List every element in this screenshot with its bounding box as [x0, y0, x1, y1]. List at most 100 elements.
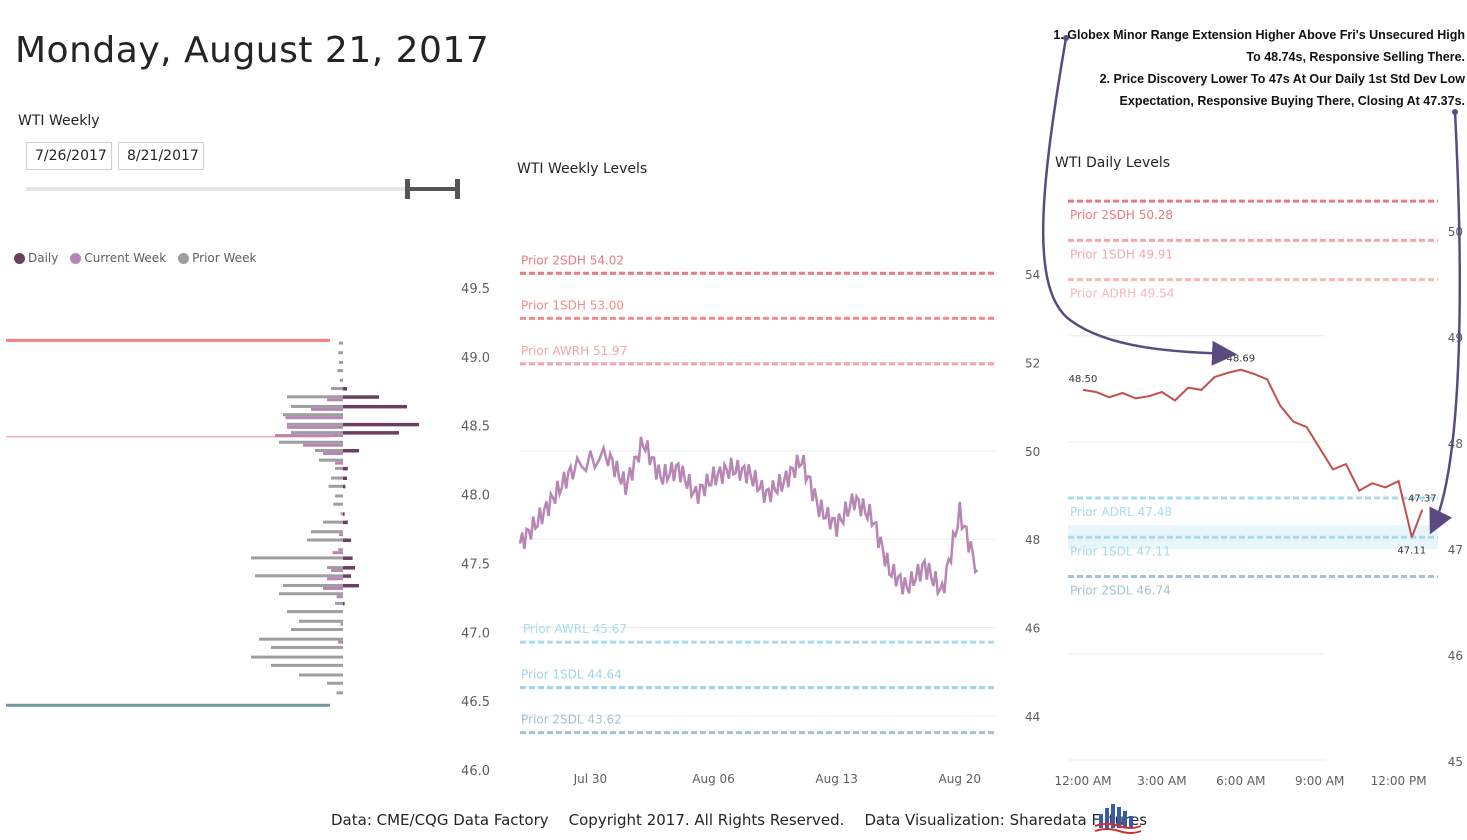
daily-bar: [343, 395, 379, 399]
prior-week-bar: [319, 458, 343, 462]
prior-week-bar: [291, 404, 343, 408]
current-week-bar: [332, 551, 343, 555]
prior-week-bar: [251, 655, 343, 659]
prior-week-bar: [287, 395, 343, 399]
prior-week-bar: [279, 592, 343, 596]
current-week-bar: [335, 461, 343, 465]
y-tick-label: 48: [1025, 533, 1040, 547]
annotation-line: 2. Price Discovery Lower To 47s At Our D…: [1099, 72, 1465, 86]
prior-week-bar: [339, 341, 343, 345]
data-label: 48.69: [1226, 354, 1255, 365]
price-line: [1082, 368, 1413, 538]
y-tick-label: 48.0: [461, 489, 490, 504]
annotation-line: To 48.74s, Responsive Selling There.: [1246, 50, 1465, 64]
daily-bar: [343, 476, 347, 481]
prior-week-bar: [291, 628, 343, 632]
footer: Data: CME/CQG Data Factory Copyright 201…: [331, 811, 1147, 829]
legend-item-current-week[interactable]: Current Week: [70, 251, 166, 265]
current-week-bar: [285, 416, 343, 420]
level-label: Prior 2SDH 50.28: [1070, 208, 1173, 222]
prior-week-bar: [333, 502, 343, 506]
prior-week-bar: [299, 673, 343, 677]
start-date-input[interactable]: 7/26/2017: [26, 142, 112, 170]
current-week-bar: [311, 407, 343, 411]
legend-dot-icon: [14, 252, 25, 264]
y-tick-label: 54: [1025, 268, 1040, 282]
current-week-bar: [323, 586, 343, 590]
slider-handle-start[interactable]: [405, 179, 410, 199]
x-tick-label: Aug 20: [939, 772, 982, 786]
footer-data-source: Data: CME/CQG Data Factory: [331, 811, 549, 829]
arrow-to-low-icon: [1429, 111, 1462, 535]
y-tick-label: 52: [1025, 357, 1040, 371]
y-tick-label: 47: [1448, 543, 1463, 557]
prior-week-bar: [335, 601, 343, 605]
y-tick-label: 48.5: [461, 420, 490, 435]
end-date-input[interactable]: 8/21/2017: [118, 142, 204, 170]
y-tick-label: 46: [1448, 649, 1463, 663]
level-label: Prior 2SDH 54.02: [521, 253, 624, 267]
volume-profile-chart: 49.5 49.0 48.5 48.0 47.5 47.0 46.5 46.0: [6, 282, 490, 779]
legend: Daily Current Week Prior Week: [14, 251, 256, 265]
level-label: Prior 1SDL 47.11: [1070, 544, 1171, 558]
data-label: 47.37: [1408, 494, 1437, 505]
level-label: Prior 1SDL 44.64: [521, 668, 622, 682]
prior-week-bar: [327, 566, 343, 570]
prior-week-bar: [299, 619, 343, 623]
data-label: 48.50: [1069, 374, 1098, 385]
prior-week-bar: [338, 351, 343, 355]
x-tick-label: 12:00 PM: [1371, 774, 1427, 788]
level-label: Prior 2SDL 46.74: [1070, 583, 1171, 597]
prior-week-bar: [335, 466, 343, 470]
legend-dot-icon: [70, 252, 82, 264]
y-tick-label: 49.5: [461, 282, 490, 297]
level-label: Prior ADRH 49.54: [1070, 287, 1174, 301]
level-label: Prior AWRL 45.67: [523, 622, 627, 636]
weekly-levels-chart: 54 52 50 48 46 44 Prior 2SDH 54.02 Prior 1SDH 5…: [518, 253, 1040, 786]
x-tick-label: Aug 13: [815, 772, 858, 786]
prior-week-bar: [283, 583, 343, 587]
y-tick-label: 44: [1025, 710, 1040, 724]
prior-week-bar: [331, 476, 343, 480]
daily-bar: [343, 484, 346, 489]
prior-week-bar: [340, 512, 343, 516]
current-week-bar: [327, 398, 343, 402]
daily-bar: [343, 404, 407, 409]
weekly-levels-title: WTI Weekly Levels: [517, 161, 648, 177]
level-label: Prior 1SDH 53.00: [521, 298, 624, 312]
daily-bar: [343, 556, 353, 560]
prior-week-bar: [315, 449, 343, 453]
daily-bar: [343, 601, 345, 606]
prior-week-bar: [287, 610, 343, 614]
legend-item-daily[interactable]: Daily: [14, 251, 58, 265]
daily-bar: [343, 512, 345, 516]
y-tick-label: 46: [1025, 622, 1040, 636]
annotation-text: 1. Globex Minor Range Extension Higher A…: [1025, 24, 1465, 112]
daily-bar: [343, 466, 348, 471]
slider-handle-end[interactable]: [455, 179, 460, 199]
current-week-bar: [339, 533, 343, 537]
daily-bar: [343, 566, 355, 570]
prior-week-bar: [327, 681, 343, 685]
arrow-to-high-icon: [1042, 37, 1237, 366]
sharedata-logo-icon: [1095, 804, 1142, 834]
daily-bar: [343, 422, 419, 427]
current-week-bar: [287, 425, 343, 429]
y-tick-label: 46.0: [461, 764, 490, 779]
annotation-line: 1. Globex Minor Range Extension Higher A…: [1053, 28, 1465, 42]
prior-week-bar: [255, 574, 343, 578]
current-week-bar: [340, 622, 343, 626]
prior-week-bar: [271, 663, 343, 667]
prior-week-bar: [271, 645, 343, 649]
current-week-bar: [338, 640, 343, 644]
prior-week-bar: [339, 378, 343, 382]
y-tick-label: 45: [1448, 755, 1463, 769]
daily-bar: [343, 449, 359, 453]
legend-item-prior-week[interactable]: Prior Week: [178, 251, 256, 265]
date-range-slider[interactable]: [20, 176, 470, 202]
price-line: [1410, 509, 1424, 538]
daily-bar: [343, 574, 351, 578]
filter-title: WTI Weekly: [18, 113, 100, 129]
x-tick-label: 9:00 AM: [1295, 774, 1344, 788]
